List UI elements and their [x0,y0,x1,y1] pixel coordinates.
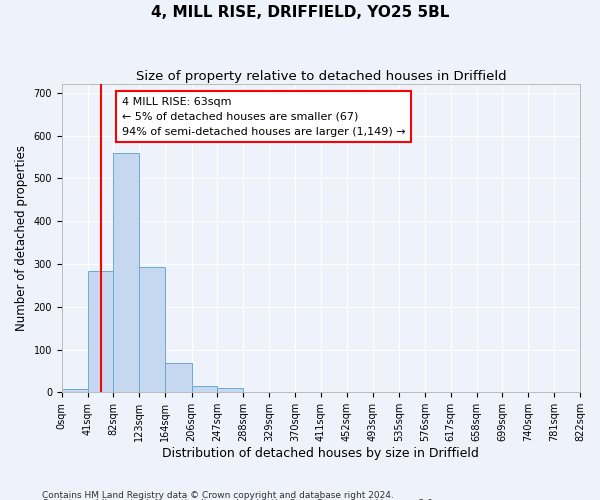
Bar [165,363,191,392]
X-axis label: Distribution of detached houses by size in Driffield: Distribution of detached houses by size … [163,447,479,460]
Text: 4 MILL RISE: 63sqm
← 5% of detached houses are smaller (67)
94% of semi-detached: 4 MILL RISE: 63sqm ← 5% of detached hous… [122,97,405,136]
Bar [62,390,88,392]
Text: Contains HM Land Registry data © Crown copyright and database right 2024.: Contains HM Land Registry data © Crown c… [42,490,394,500]
Y-axis label: Number of detached properties: Number of detached properties [15,146,28,332]
Bar [217,388,244,392]
Bar [88,271,113,392]
Bar [113,152,139,392]
Bar [139,267,165,392]
Bar [191,386,217,392]
Title: Size of property relative to detached houses in Driffield: Size of property relative to detached ho… [136,70,506,83]
Text: 4, MILL RISE, DRIFFIELD, YO25 5BL: 4, MILL RISE, DRIFFIELD, YO25 5BL [151,5,449,20]
